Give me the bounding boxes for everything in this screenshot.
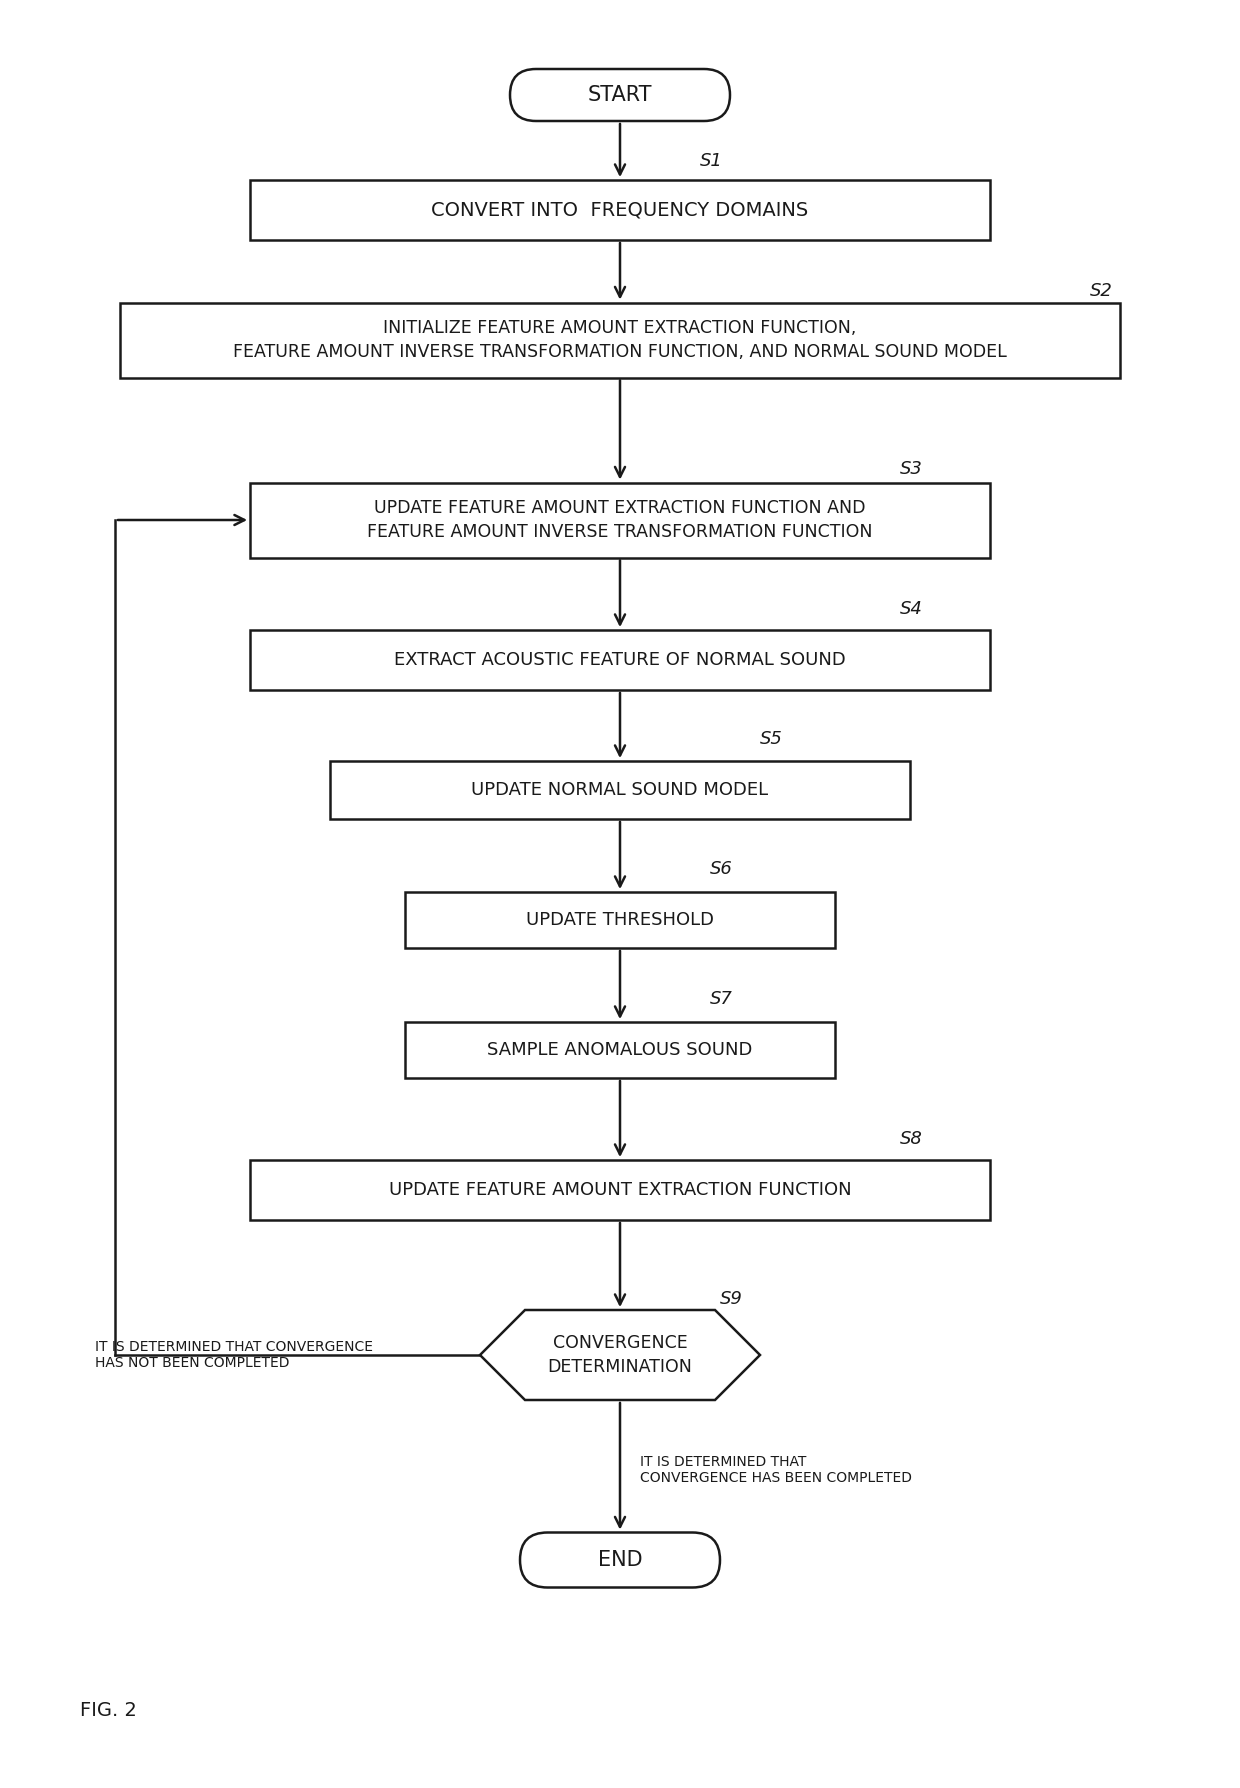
Text: UPDATE THRESHOLD: UPDATE THRESHOLD bbox=[526, 912, 714, 930]
FancyBboxPatch shape bbox=[405, 1023, 835, 1078]
FancyBboxPatch shape bbox=[250, 1160, 990, 1219]
FancyBboxPatch shape bbox=[405, 892, 835, 948]
Text: START: START bbox=[588, 86, 652, 105]
FancyBboxPatch shape bbox=[250, 181, 990, 240]
Text: S7: S7 bbox=[711, 991, 733, 1008]
Text: UPDATE NORMAL SOUND MODEL: UPDATE NORMAL SOUND MODEL bbox=[471, 781, 769, 799]
Text: S1: S1 bbox=[701, 152, 723, 170]
Text: UPDATE FEATURE AMOUNT EXTRACTION FUNCTION AND
FEATURE AMOUNT INVERSE TRANSFORMAT: UPDATE FEATURE AMOUNT EXTRACTION FUNCTIO… bbox=[367, 499, 873, 540]
Text: UPDATE FEATURE AMOUNT EXTRACTION FUNCTION: UPDATE FEATURE AMOUNT EXTRACTION FUNCTIO… bbox=[388, 1182, 852, 1200]
Text: IT IS DETERMINED THAT
CONVERGENCE HAS BEEN COMPLETED: IT IS DETERMINED THAT CONVERGENCE HAS BE… bbox=[640, 1455, 911, 1486]
FancyBboxPatch shape bbox=[510, 70, 730, 122]
FancyBboxPatch shape bbox=[250, 483, 990, 558]
Polygon shape bbox=[480, 1311, 760, 1400]
FancyBboxPatch shape bbox=[250, 629, 990, 690]
Text: END: END bbox=[598, 1550, 642, 1570]
Text: IT IS DETERMINED THAT CONVERGENCE
HAS NOT BEEN COMPLETED: IT IS DETERMINED THAT CONVERGENCE HAS NO… bbox=[95, 1339, 373, 1370]
FancyBboxPatch shape bbox=[520, 1532, 720, 1588]
FancyBboxPatch shape bbox=[120, 302, 1120, 377]
Text: CONVERGENCE
DETERMINATION: CONVERGENCE DETERMINATION bbox=[548, 1334, 692, 1375]
Text: S4: S4 bbox=[900, 601, 923, 619]
Text: SAMPLE ANOMALOUS SOUND: SAMPLE ANOMALOUS SOUND bbox=[487, 1041, 753, 1058]
Text: S9: S9 bbox=[720, 1289, 743, 1309]
Text: EXTRACT ACOUSTIC FEATURE OF NORMAL SOUND: EXTRACT ACOUSTIC FEATURE OF NORMAL SOUND bbox=[394, 651, 846, 669]
FancyBboxPatch shape bbox=[330, 762, 910, 819]
Text: INITIALIZE FEATURE AMOUNT EXTRACTION FUNCTION,
FEATURE AMOUNT INVERSE TRANSFORMA: INITIALIZE FEATURE AMOUNT EXTRACTION FUN… bbox=[233, 320, 1007, 361]
Text: S8: S8 bbox=[900, 1130, 923, 1148]
Text: S5: S5 bbox=[760, 730, 782, 747]
Text: S2: S2 bbox=[1090, 283, 1112, 300]
Text: S6: S6 bbox=[711, 860, 733, 878]
Text: S3: S3 bbox=[900, 460, 923, 477]
Text: CONVERT INTO  FREQUENCY DOMAINS: CONVERT INTO FREQUENCY DOMAINS bbox=[432, 200, 808, 220]
Text: FIG. 2: FIG. 2 bbox=[81, 1700, 136, 1720]
